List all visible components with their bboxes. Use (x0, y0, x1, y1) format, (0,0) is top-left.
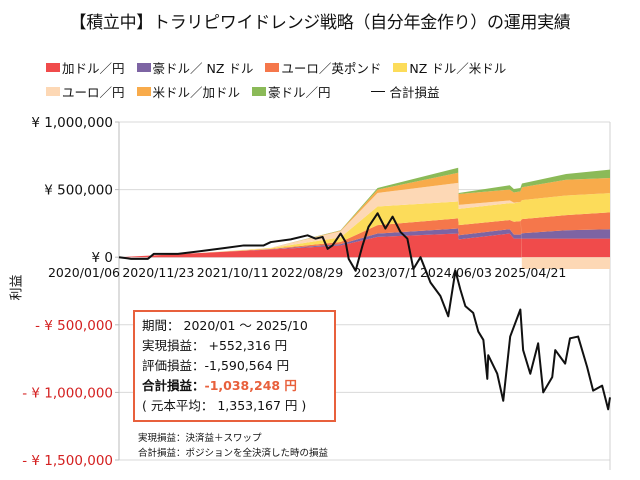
unrealized-value: -1,590,564 円 (204, 358, 290, 373)
y-axis-title: 利益 (9, 274, 25, 301)
realized-row: 実現損益： +552,316 円 (142, 336, 334, 356)
x-tick-label: 2023/07/1 (354, 265, 418, 280)
principal-row: ( 元本平均： 1,353,167 円 ) (142, 398, 307, 413)
x-tick-label: 2022/08/29 (271, 265, 343, 280)
period-value: 2020/01 ～ 2025/10 (183, 318, 308, 333)
legend-item: ユーロ／円 (46, 82, 125, 101)
x-tick-label: 2025/04/21 (494, 265, 566, 280)
unrealized-row: 評価損益：-1,590,564 円 (142, 356, 334, 376)
legend-label: ユーロ／英ポンド (281, 61, 382, 76)
unrealized-label: 評価損益： (142, 358, 205, 373)
total-pl-line (118, 212, 611, 411)
legend-swatch (136, 63, 151, 72)
legend-item: 豪ドル／ NZ ドル (136, 58, 254, 77)
legend-item: 豪ドル／円 (252, 82, 331, 101)
area-series (119, 167, 610, 258)
y-tick-label: - ¥ 500,000 (35, 318, 113, 334)
period-label: 期間： (142, 318, 180, 333)
legend-label: 豪ドル／円 (268, 85, 331, 100)
x-tick-label: 2024/06/03 (420, 265, 492, 280)
area-series (119, 228, 610, 258)
y-tick-label: ¥ 0 (92, 250, 113, 266)
legend-swatch (46, 63, 60, 72)
area-series (119, 233, 610, 258)
period-row: 期間： 2020/01 ～ 2025/10 (142, 316, 334, 336)
note-total: 合計損益：ポジションを全決済した時の損益 (138, 445, 331, 459)
x-tick-label: 2020/11/23 (122, 265, 194, 280)
legend-swatch (265, 63, 280, 72)
legend-row-2: ユーロ／円 米ドル／加ドル 豪ドル／円 合計損益 (46, 82, 440, 101)
legend-row-1: 加ドル／円 豪ドル／ NZ ドル ユーロ／英ポンド NZ ドル／米ドル (46, 58, 506, 77)
area-series (119, 172, 610, 258)
legend-item: NZ ドル／米ドル (393, 58, 506, 77)
legend-item: 合計損益 (370, 82, 440, 101)
chart-title: 【積立中】トラリピワイドレンジ戦略（自分年金作り）の運用実績 (69, 13, 571, 33)
legend-label: 加ドル／円 (62, 61, 125, 76)
legend-swatch (393, 63, 408, 72)
legend-label: 合計損益 (389, 85, 440, 100)
legend-item: 加ドル／円 (46, 58, 125, 77)
x-tick-label: 2020/01/06 (48, 265, 120, 280)
legend-swatch (136, 87, 151, 96)
summary-box: 期間： 2020/01 ～ 2025/10 実現損益： +552,316 円 評… (133, 310, 336, 422)
legend-swatch (252, 87, 267, 96)
y-tick-label: - ¥ 1,500,000 (22, 453, 113, 469)
y-tick-label: ¥ 1,000,000 (31, 115, 113, 131)
realized-label: 実現損益： (142, 338, 205, 353)
legend-item: ユーロ／英ポンド (265, 58, 381, 77)
realized-value: +552,316 円 (208, 338, 288, 353)
legend-label: ユーロ／円 (62, 85, 125, 100)
total-label: 合計損益： (142, 378, 205, 393)
y-tick-label: - ¥ 1,000,000 (22, 385, 113, 401)
legend-swatch (46, 87, 60, 96)
total-row: 合計損益：-1,038,248 円 (142, 376, 334, 396)
legend-label: NZ ドル／米ドル (409, 61, 507, 76)
area-series (119, 193, 610, 258)
note-realized: 実現損益：決済益＋スワップ (138, 430, 264, 444)
area-series (119, 182, 610, 269)
legend-label: 豪ドル／ NZ ドル (152, 61, 254, 76)
legend-line-swatch (370, 91, 385, 92)
legend-item: 米ドル／加ドル (136, 82, 241, 101)
y-tick-label: ¥ 500,000 (44, 183, 113, 199)
total-value: -1,038,248 円 (204, 378, 297, 393)
legend-label: 米ドル／加ドル (152, 85, 241, 100)
area-series (119, 212, 610, 258)
x-tick-label: 2021/10/11 (197, 265, 269, 280)
